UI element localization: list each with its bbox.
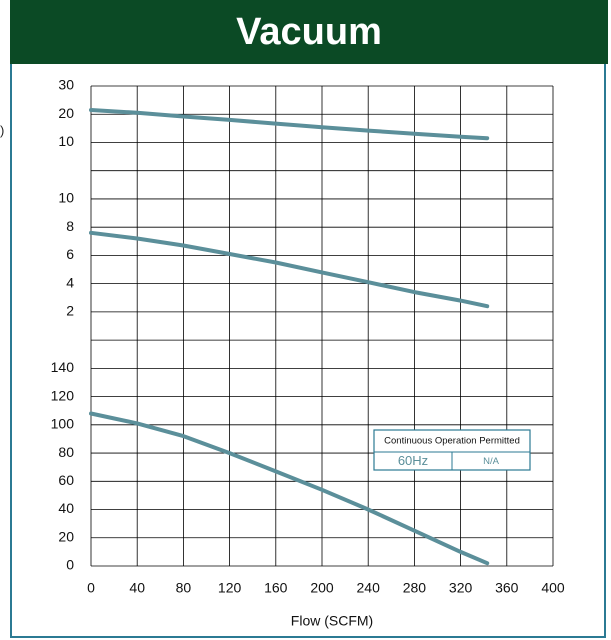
series-line-lower [89,411,490,566]
x-tick-label: 400 [541,580,565,596]
y-tick-label: 10 [58,133,74,149]
y-tick-label: 4 [66,274,74,290]
info-box-frequency: 60Hz [398,453,428,468]
y-tick-label: 6 [66,246,74,262]
y-tick-label: 0 [66,557,74,573]
chart-title: Vacuum [236,10,382,53]
info-box-value: N/A [483,456,500,467]
info-box-title: Continuous Operation Permitted [384,436,520,447]
y-tick-label: 2 [66,303,74,319]
x-tick-label: 0 [87,580,95,596]
x-tick-label: 80 [176,580,192,596]
y-tick-label: 80 [58,444,74,460]
series-line-middle [89,230,490,309]
x-tick-label: 160 [264,580,288,596]
x-axis-label: Flow (SCFM) [291,613,373,629]
x-tick-label: 360 [495,580,519,596]
x-tick-label: 320 [449,580,473,596]
x-tick-label: 120 [218,580,242,596]
y-tick-label: 40 [58,500,74,516]
y-tick-label: 120 [51,387,75,403]
chart-frame [10,64,606,638]
clipped-axis-label: ) [0,123,5,138]
chart-header: Vacuum [10,0,608,64]
x-tick-label: 280 [403,580,427,596]
x-tick-label: 200 [310,580,334,596]
y-tick-label: 20 [58,105,74,121]
y-tick-label: 100 [51,416,75,432]
x-tick-label: 40 [129,580,145,596]
x-tick-label: 240 [357,580,381,596]
y-tick-label: 20 [58,528,74,544]
y-tick-label: 8 [66,218,74,234]
series-line-upper [89,108,490,141]
y-tick-label: 140 [51,359,75,375]
y-tick-label: 10 [58,190,74,206]
y-tick-label: 60 [58,472,74,488]
y-tick-label: 30 [58,77,74,93]
